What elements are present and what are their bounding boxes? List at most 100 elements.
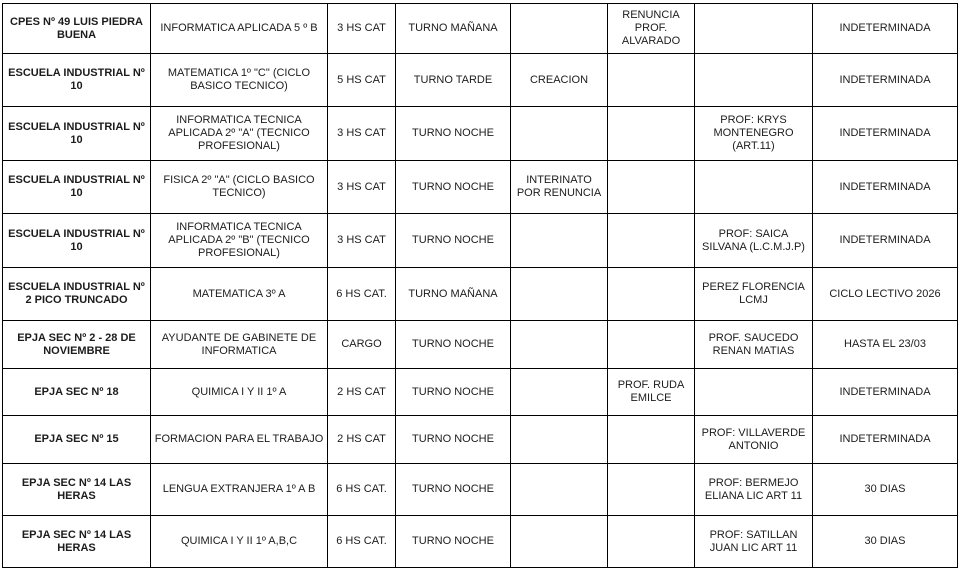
cell-duration: HASTA EL 23/03	[812, 320, 958, 369]
table-row: ESCUELA INDUSTRIAL Nº 2 PICO TRUNCADO MAT…	[2, 267, 958, 321]
cell-shift: TURNO MAÑANA	[395, 3, 511, 54]
cell-duration: INDETERMINADA	[812, 415, 958, 464]
cell-note: RENUNCIA PROF. ALVARADO	[607, 3, 695, 54]
cell-status	[510, 213, 608, 268]
cell-hours: 6 HS CAT.	[327, 515, 396, 568]
cell-note	[607, 106, 695, 161]
cell-school: EPJA SEC Nº 15	[2, 415, 151, 464]
cell-shift: TURNO NOCHE	[395, 463, 511, 516]
cell-hours: 2 HS CAT	[327, 368, 396, 416]
cell-duration: 30 DIAS	[812, 463, 958, 516]
cell-school: EPJA SEC Nº 18	[2, 368, 151, 416]
cell-duration: INDETERMINADA	[812, 106, 958, 161]
cell-note: PROF. RUDA EMILCE	[607, 368, 695, 416]
cell-shift: TURNO NOCHE	[395, 320, 511, 369]
table-row: ESCUELA INDUSTRIAL Nº 10 INFORMATICA TECN…	[2, 213, 958, 268]
table-row: CPES Nº 49 LUIS PIEDRA BUENA INFORMATICA …	[2, 3, 958, 54]
cell-duration: 30 DIAS	[812, 515, 958, 568]
cell-status	[510, 3, 608, 54]
cell-note	[607, 53, 695, 107]
cell-note	[607, 463, 695, 516]
cell-duration: INDETERMINADA	[812, 213, 958, 268]
assignments-table: CPES Nº 49 LUIS PIEDRA BUENA INFORMATICA …	[2, 3, 958, 568]
cell-status	[510, 267, 608, 321]
cell-status	[510, 463, 608, 516]
cell-note	[607, 267, 695, 321]
table-row: EPJA SEC Nº 2 - 28 DE NOVIEMBRE AYUDANTE …	[2, 320, 958, 369]
table-row: ESCUELA INDUSTRIAL Nº 10 INFORMATICA TECN…	[2, 106, 958, 161]
cell-school: ESCUELA INDUSTRIAL Nº 10	[2, 213, 151, 268]
table-row: EPJA SEC Nº 14 LAS HERAS QUIMICA I Y II 1…	[2, 515, 958, 568]
table-row: EPJA SEC Nº 14 LAS HERAS LENGUA EXTRANJER…	[2, 463, 958, 516]
cell-subject: INFORMATICA TECNICA APLICADA 2º "B" (TEC…	[150, 213, 328, 268]
cell-note	[607, 415, 695, 464]
cell-hours: 2 HS CAT	[327, 415, 396, 464]
cell-hours: 6 HS CAT.	[327, 267, 396, 321]
cell-status	[510, 415, 608, 464]
cell-professor: PROF: SATILLAN JUAN LIC ART 11	[694, 515, 813, 568]
cell-subject: FORMACION PARA EL TRABAJO	[150, 415, 328, 464]
cell-professor: PROF: VILLAVERDE ANTONIO	[694, 415, 813, 464]
cell-shift: TURNO NOCHE	[395, 160, 511, 214]
cell-note	[607, 320, 695, 369]
cell-school: ESCUELA INDUSTRIAL Nº 10	[2, 106, 151, 161]
cell-note	[607, 160, 695, 214]
cell-shift: TURNO NOCHE	[395, 515, 511, 568]
cell-shift: TURNO TARDE	[395, 53, 511, 107]
cell-shift: TURNO NOCHE	[395, 368, 511, 416]
cell-subject: MATEMATICA 1º "C" (CICLO BASICO TECNICO)	[150, 53, 328, 107]
cell-professor: PEREZ FLORENCIA LCMJ	[694, 267, 813, 321]
cell-school: EPJA SEC Nº 14 LAS HERAS	[2, 463, 151, 516]
cell-status	[510, 106, 608, 161]
cell-hours: 3 HS CAT	[327, 160, 396, 214]
cell-subject: INFORMATICA APLICADA 5 º B	[150, 3, 328, 54]
cell-school: EPJA SEC Nº 2 - 28 DE NOVIEMBRE	[2, 320, 151, 369]
cell-hours: 3 HS CAT	[327, 3, 396, 54]
cell-subject: LENGUA EXTRANJERA 1º A B	[150, 463, 328, 516]
cell-professor: PROF: SAICA SILVANA (L.C.M.J.P)	[694, 213, 813, 268]
cell-hours: 5 HS CAT	[327, 53, 396, 107]
cell-professor	[694, 160, 813, 214]
cell-status	[510, 515, 608, 568]
cell-status	[510, 368, 608, 416]
cell-duration: CICLO LECTIVO 2026	[812, 267, 958, 321]
cell-professor: PROF: KRYS MONTENEGRO (ART.11)	[694, 106, 813, 161]
cell-hours: 3 HS CAT	[327, 213, 396, 268]
cell-shift: TURNO MAÑANA	[395, 267, 511, 321]
cell-school: ESCUELA INDUSTRIAL Nº 10	[2, 53, 151, 107]
cell-school: EPJA SEC Nº 14 LAS HERAS	[2, 515, 151, 568]
cell-duration: INDETERMINADA	[812, 53, 958, 107]
cell-note	[607, 515, 695, 568]
cell-hours: 6 HS CAT.	[327, 463, 396, 516]
cell-note	[607, 213, 695, 268]
cell-status: CREACION	[510, 53, 608, 107]
cell-hours: 3 HS CAT	[327, 106, 396, 161]
cell-professor	[694, 368, 813, 416]
cell-shift: TURNO NOCHE	[395, 415, 511, 464]
cell-school: CPES Nº 49 LUIS PIEDRA BUENA	[2, 3, 151, 54]
cell-shift: TURNO NOCHE	[395, 106, 511, 161]
cell-school: ESCUELA INDUSTRIAL Nº 2 PICO TRUNCADO	[2, 267, 151, 321]
cell-duration: INDETERMINADA	[812, 368, 958, 416]
cell-subject: QUIMICA I Y II 1º A,B,C	[150, 515, 328, 568]
cell-status: INTERINATO POR RENUNCIA	[510, 160, 608, 214]
cell-subject: QUIMICA I Y II 1º A	[150, 368, 328, 416]
cell-professor: PROF. SAUCEDO RENAN MATIAS	[694, 320, 813, 369]
cell-subject: MATEMATICA 3º A	[150, 267, 328, 321]
cell-professor	[694, 53, 813, 107]
assignments-table-body: CPES Nº 49 LUIS PIEDRA BUENA INFORMATICA …	[2, 3, 958, 568]
table-row: ESCUELA INDUSTRIAL Nº 10 FISICA 2º "A" (C…	[2, 160, 958, 214]
cell-duration: INDETERMINADA	[812, 160, 958, 214]
cell-school: ESCUELA INDUSTRIAL Nº 10	[2, 160, 151, 214]
cell-subject: FISICA 2º "A" (CICLO BASICO TECNICO)	[150, 160, 328, 214]
cell-status	[510, 320, 608, 369]
table-row: ESCUELA INDUSTRIAL Nº 10 MATEMATICA 1º "C…	[2, 53, 958, 107]
table-row: EPJA SEC Nº 15 FORMACION PARA EL TRABAJO 2…	[2, 415, 958, 464]
cell-shift: TURNO NOCHE	[395, 213, 511, 268]
cell-subject: AYUDANTE DE GABINETE DE INFORMATICA	[150, 320, 328, 369]
cell-professor	[694, 3, 813, 54]
cell-duration: INDETERMINADA	[812, 3, 958, 54]
cell-subject: INFORMATICA TECNICA APLICADA 2º "A" (TEC…	[150, 106, 328, 161]
cell-professor: PROF: BERMEJO ELIANA LIC ART 11	[694, 463, 813, 516]
